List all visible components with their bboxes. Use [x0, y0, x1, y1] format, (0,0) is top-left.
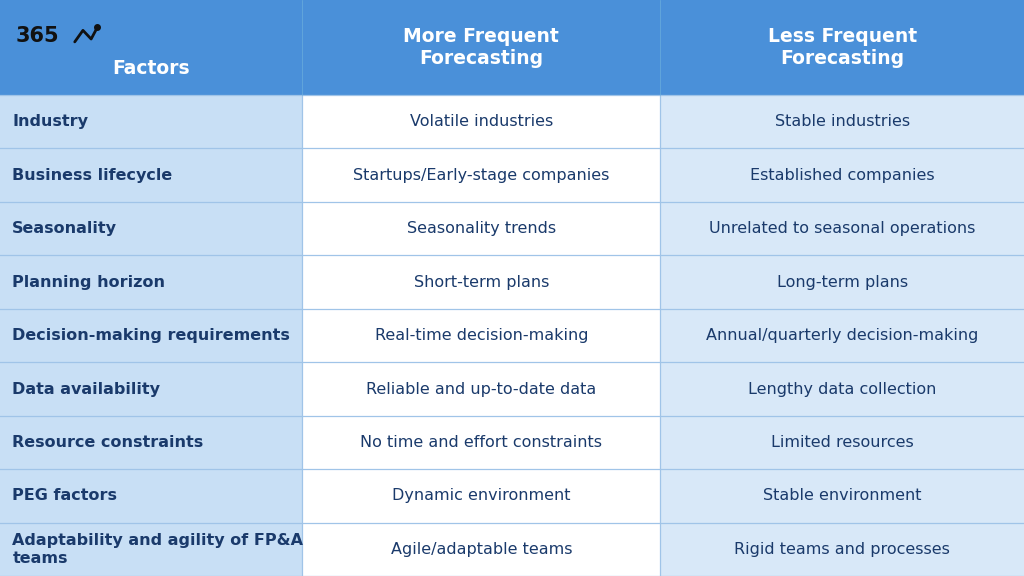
- Bar: [302, 95, 660, 149]
- Text: Real-time decision-making: Real-time decision-making: [375, 328, 588, 343]
- Bar: [0, 522, 302, 576]
- Bar: [660, 202, 1024, 255]
- Bar: [302, 416, 660, 469]
- Bar: [660, 95, 1024, 149]
- Text: PEG factors: PEG factors: [12, 488, 118, 503]
- Text: Startups/Early-stage companies: Startups/Early-stage companies: [353, 168, 609, 183]
- Bar: [660, 309, 1024, 362]
- Bar: [0, 469, 302, 522]
- Text: No time and effort constraints: No time and effort constraints: [360, 435, 602, 450]
- Text: Business lifecycle: Business lifecycle: [12, 168, 172, 183]
- Bar: [0, 362, 302, 416]
- Text: Lengthy data collection: Lengthy data collection: [749, 381, 936, 396]
- Bar: [302, 309, 660, 362]
- Bar: [302, 202, 660, 255]
- Text: Data availability: Data availability: [12, 381, 161, 396]
- Text: Reliable and up-to-date data: Reliable and up-to-date data: [367, 381, 596, 396]
- Text: Seasonality trends: Seasonality trends: [407, 221, 556, 236]
- Bar: [0, 202, 302, 255]
- Text: Long-term plans: Long-term plans: [776, 275, 908, 290]
- Text: 365: 365: [15, 26, 59, 46]
- Text: Short-term plans: Short-term plans: [414, 275, 549, 290]
- Bar: [660, 522, 1024, 576]
- Text: Factors: Factors: [113, 59, 189, 78]
- Text: Planning horizon: Planning horizon: [12, 275, 165, 290]
- Text: Volatile industries: Volatile industries: [410, 114, 553, 129]
- Bar: [0, 416, 302, 469]
- Bar: [302, 255, 660, 309]
- Bar: [0, 0, 1024, 95]
- Text: Adaptability and agility of FP&A
teams: Adaptability and agility of FP&A teams: [12, 533, 303, 566]
- Bar: [302, 469, 660, 522]
- Bar: [302, 149, 660, 202]
- Bar: [660, 416, 1024, 469]
- Text: Dynamic environment: Dynamic environment: [392, 488, 570, 503]
- Text: Less Frequent
Forecasting: Less Frequent Forecasting: [768, 27, 916, 68]
- Bar: [302, 362, 660, 416]
- Text: Agile/adaptable teams: Agile/adaptable teams: [390, 542, 572, 557]
- Bar: [660, 362, 1024, 416]
- Text: Unrelated to seasonal operations: Unrelated to seasonal operations: [709, 221, 976, 236]
- Text: More Frequent
Forecasting: More Frequent Forecasting: [403, 27, 559, 68]
- Text: Resource constraints: Resource constraints: [12, 435, 204, 450]
- Bar: [660, 149, 1024, 202]
- Text: Limited resources: Limited resources: [771, 435, 913, 450]
- Text: Rigid teams and processes: Rigid teams and processes: [734, 542, 950, 557]
- Text: Stable environment: Stable environment: [763, 488, 922, 503]
- Text: Annual/quarterly decision-making: Annual/quarterly decision-making: [707, 328, 978, 343]
- Text: Decision-making requirements: Decision-making requirements: [12, 328, 290, 343]
- Text: Industry: Industry: [12, 114, 88, 129]
- Bar: [0, 309, 302, 362]
- Bar: [660, 255, 1024, 309]
- Text: Established companies: Established companies: [750, 168, 935, 183]
- Bar: [0, 95, 302, 149]
- Bar: [0, 149, 302, 202]
- Bar: [302, 522, 660, 576]
- Bar: [660, 469, 1024, 522]
- Bar: [0, 255, 302, 309]
- Text: Stable industries: Stable industries: [775, 114, 909, 129]
- Text: Seasonality: Seasonality: [12, 221, 118, 236]
